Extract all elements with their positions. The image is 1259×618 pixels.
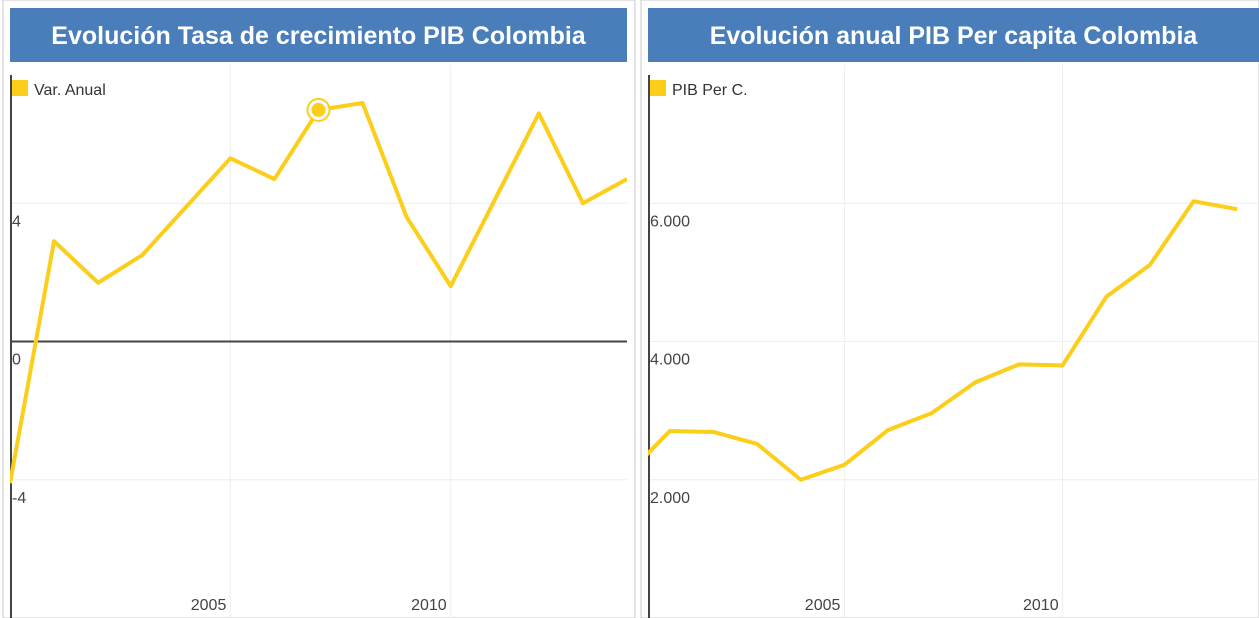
highlight-point [311,102,326,117]
title-bar [648,8,1259,62]
chart-title: Evolución anual PIB Per capita Colombia [710,22,1199,50]
title-bar [10,8,627,62]
y-tick-label: 0 [12,352,21,369]
y-tick-label: 6.000 [650,213,690,230]
x-tick-label: 2010 [411,597,447,614]
line [648,199,1238,482]
legend-swatch [650,80,666,96]
legend-label: Var. Anual [34,82,106,99]
chart-title: Evolución Tasa de crecimiento PIB Colomb… [51,22,586,50]
x-tick-label: 2005 [805,597,841,614]
y-tick-label: 4 [12,213,21,230]
x-tick-label: 2010 [1023,597,1059,614]
legend-label: PIB Per C. [672,82,748,99]
y-tick-label: 2.000 [650,490,690,507]
x-tick-label: 2005 [191,597,227,614]
y-tick-label: -4 [12,490,26,507]
panel [640,0,1259,618]
legend-swatch [12,80,28,96]
y-tick-label: 4.000 [650,352,690,369]
